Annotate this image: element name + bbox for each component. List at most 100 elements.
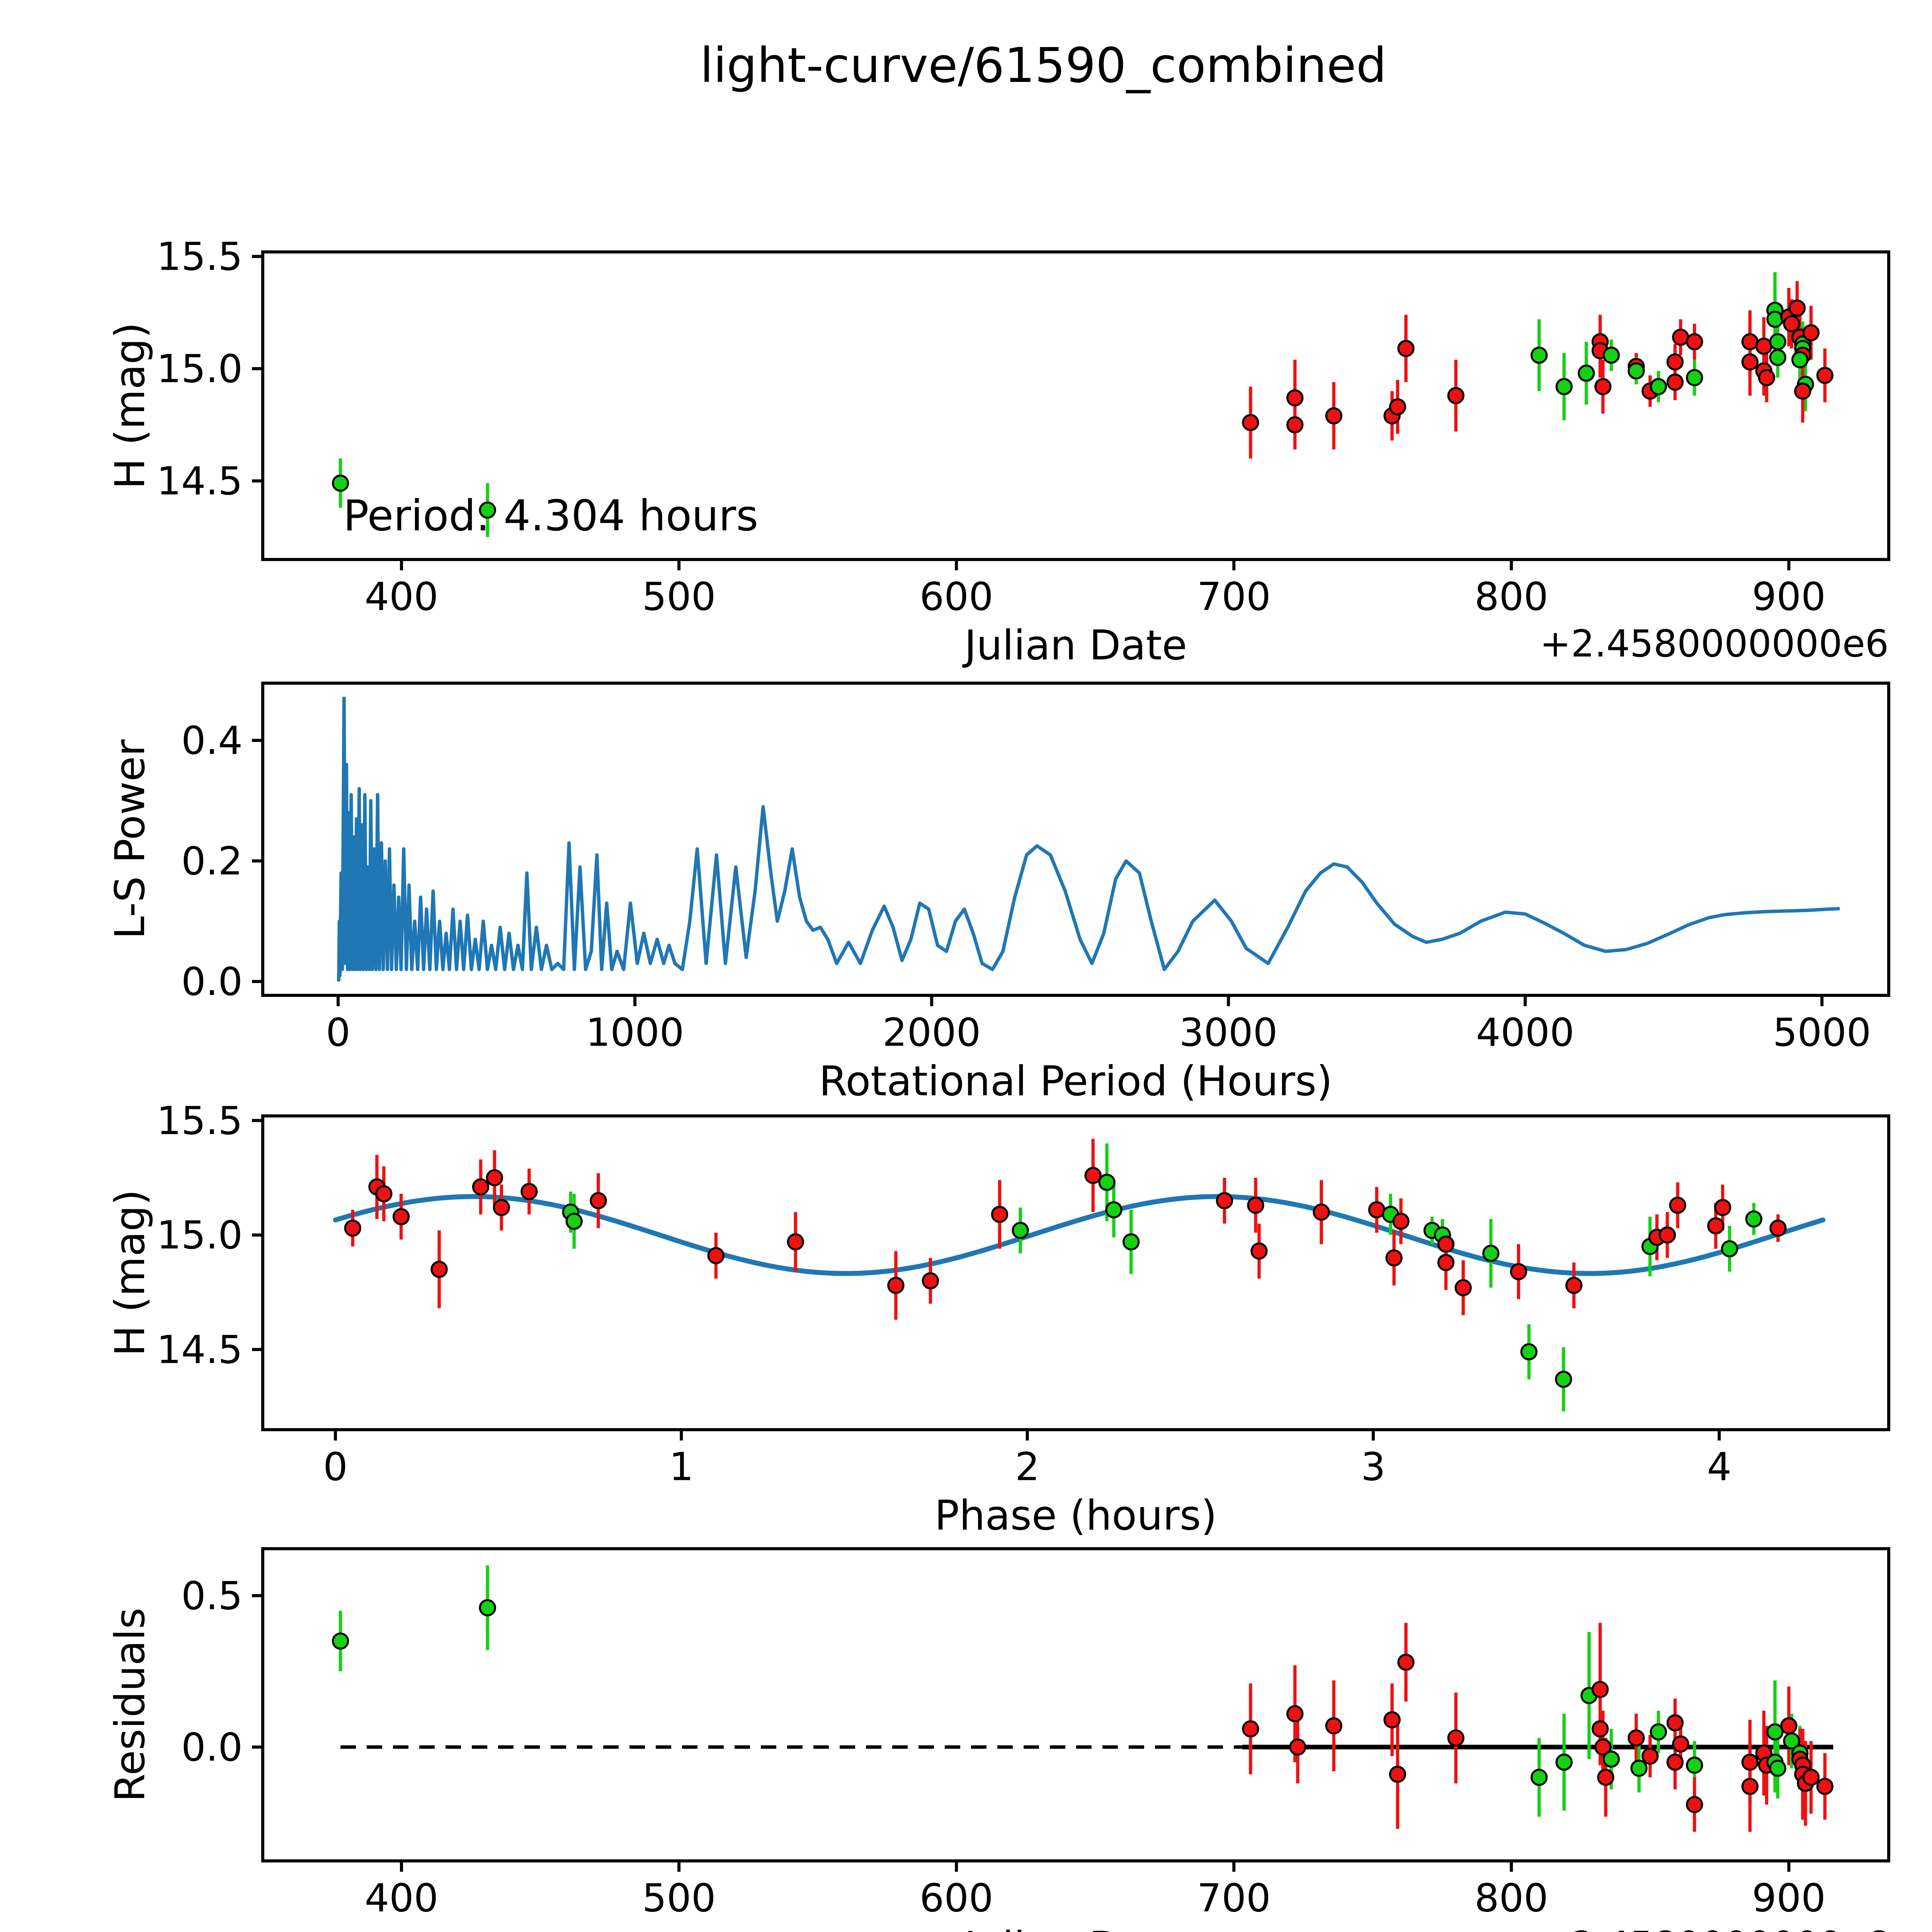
data-point — [1383, 1711, 1401, 1728]
x-tick-label: 700 — [1197, 1875, 1271, 1920]
x-axis-label: Rotational Period (Hours) — [819, 1057, 1333, 1105]
plot-frame — [261, 250, 1890, 561]
data-point — [1745, 1210, 1763, 1228]
periodogram-line — [337, 696, 1840, 982]
data-point — [1520, 1343, 1538, 1361]
x-tick-label: 4 — [1707, 1444, 1731, 1489]
data-point — [1313, 1203, 1330, 1221]
data-point — [1686, 369, 1703, 386]
data-point — [991, 1206, 1009, 1223]
data-point — [1122, 1233, 1140, 1251]
data-point — [1769, 1759, 1786, 1777]
data-point — [1591, 1720, 1609, 1738]
data-point — [1802, 324, 1820, 342]
y-tick-label: 0.2 — [181, 838, 243, 884]
x-axis-label: Julian Date — [962, 1923, 1187, 1932]
data-point — [1628, 362, 1645, 380]
data-point — [1389, 398, 1406, 416]
x-tick-label: 3 — [1361, 1444, 1386, 1489]
data-point — [1242, 414, 1259, 431]
data-point — [1669, 1196, 1687, 1214]
data-point — [1707, 1217, 1725, 1235]
data-point — [1597, 1769, 1614, 1786]
data-point — [479, 501, 496, 519]
data-point — [1325, 407, 1343, 425]
x-tick-label: 0 — [323, 1444, 348, 1489]
data-point — [1780, 1717, 1798, 1735]
y-tick-label: 15.0 — [156, 346, 243, 391]
figure-title: light-curve/61590_combined — [700, 38, 1387, 94]
y-tick-label: 15.0 — [156, 1213, 243, 1258]
data-point — [787, 1233, 804, 1251]
data-point — [565, 1213, 583, 1230]
data-point — [1791, 351, 1809, 369]
data-point — [1741, 1753, 1759, 1771]
data-point — [1591, 1681, 1609, 1698]
data-point — [1578, 364, 1595, 382]
data-point — [1666, 1753, 1684, 1771]
data-point — [344, 1219, 361, 1237]
plot-frame — [261, 1114, 1890, 1431]
y-tick-label: 0.5 — [181, 1573, 243, 1618]
data-point — [1555, 378, 1573, 395]
data-point — [1686, 1796, 1703, 1813]
data-point — [479, 1599, 496, 1617]
x-axis-label: Julian Date — [962, 621, 1187, 669]
x-tick-label: 800 — [1475, 574, 1548, 619]
data-point — [486, 1169, 503, 1187]
x-tick-label: 2 — [1015, 1444, 1040, 1489]
x-tick-label: 800 — [1475, 1875, 1548, 1920]
fit-line — [333, 1194, 1826, 1276]
x-tick-label: 3000 — [1179, 1010, 1278, 1055]
residuals-plot: 400 500 600 700 800 900 0.5 0.0 Julian Date Resid… — [106, 1547, 1890, 1932]
y-axis-label: H (mag) — [106, 1189, 154, 1356]
x-tick-label: 4000 — [1476, 1010, 1575, 1055]
data-point — [1766, 1723, 1784, 1741]
data-point — [1385, 1249, 1403, 1267]
data-point — [332, 1632, 349, 1650]
data-point — [1482, 1245, 1500, 1262]
x-tick-label: 500 — [642, 574, 716, 619]
data-point — [493, 1199, 510, 1216]
data-point — [1216, 1192, 1233, 1209]
data-point — [1397, 1653, 1415, 1671]
data-point — [332, 474, 349, 492]
x-tick-label: 1000 — [586, 1010, 684, 1055]
data-point — [1666, 1714, 1684, 1731]
y-tick-label: 0.0 — [181, 1725, 243, 1770]
axis-offset-label: +2.4580000000e6 — [1540, 622, 1889, 665]
y-tick-label: 0.4 — [181, 718, 243, 763]
data-point — [1666, 353, 1684, 371]
y-axis-label: H (mag) — [106, 322, 154, 489]
data-point — [1594, 1738, 1612, 1756]
data-point — [1766, 311, 1784, 328]
data-point — [1783, 1732, 1800, 1750]
x-tick-label: 0 — [326, 1010, 350, 1055]
y-axis-label: L-S Power — [106, 739, 154, 939]
data-point — [707, 1247, 725, 1264]
data-point — [1769, 1219, 1787, 1237]
data-point — [1397, 340, 1415, 357]
data-point — [887, 1277, 905, 1294]
data-point — [1741, 353, 1759, 371]
data-point — [1741, 1778, 1759, 1795]
data-point — [1242, 1720, 1259, 1738]
data-point — [1594, 378, 1612, 395]
x-axis-label: Phase (hours) — [935, 1492, 1217, 1539]
data-point — [1565, 1277, 1583, 1294]
x-tick-label: 600 — [920, 1875, 993, 1920]
data-point — [1454, 1279, 1472, 1296]
data-point — [1641, 1747, 1659, 1765]
data-point — [1666, 373, 1684, 391]
data-point — [1788, 299, 1806, 317]
data-point — [1672, 328, 1689, 346]
data-point — [1769, 349, 1786, 366]
x-tick-label: 400 — [365, 1875, 439, 1920]
y-tick-label: 14.5 — [156, 1327, 243, 1372]
data-point — [1672, 1735, 1689, 1753]
data-point — [1555, 1371, 1572, 1388]
data-point — [1769, 333, 1786, 350]
data-point — [472, 1178, 490, 1196]
jd-magnitude-plot: Period: 4.304 hours 400 500 600 700 800 900 15.… — [106, 234, 1890, 669]
y-tick-label: 0.0 — [181, 959, 243, 1004]
